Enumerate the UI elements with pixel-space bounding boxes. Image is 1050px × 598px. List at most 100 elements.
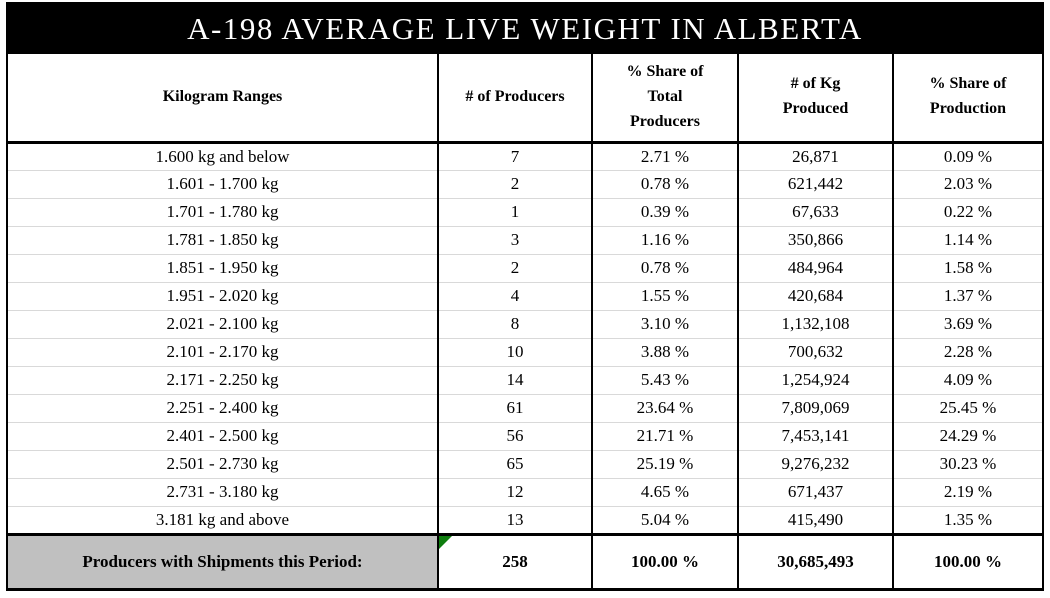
column-header-num-producers: # of Producers [437,54,592,144]
num-producers-cell: 61 [437,393,592,422]
table-row: 2.101 - 2.170 kg 10 3.88 % 700,632 2.28 % [8,337,1042,366]
num-producers-cell: 65 [437,449,592,478]
kilogram-range-cell: 1.701 - 1.780 kg [8,197,438,226]
kilogram-range-cell: 1.600 kg and below [155,146,290,166]
table-row: 1.781 - 1.850 kg 3 1.16 % 350,866 1.14 % [8,225,1042,254]
num-producers-cell: 10 [437,337,592,366]
kg-produced-cell: 700,632 [737,337,893,366]
kilogram-range-cell: 2.251 - 2.400 kg [8,393,438,422]
totals-label: Producers with Shipments this Period: [8,532,438,588]
share-total-producers-cell: 3.88 % [591,337,738,366]
share-total-producers-cell: 2.71 % [591,142,738,170]
share-total-producers-cell: 5.04 % [591,505,738,534]
num-producers-cell: 13 [437,505,592,534]
kilogram-range-cell: 2.021 - 2.100 kg [8,309,438,338]
kg-produced-cell: 7,809,069 [737,393,893,422]
kilogram-range-cell: 1.851 - 1.950 kg [8,253,438,282]
share-total-producers-cell: 21.71 % [591,421,738,450]
kg-produced-cell: 350,866 [737,225,893,254]
kg-produced-cell: 67,633 [737,197,893,226]
share-production-cell: 24.29 % [892,421,1042,450]
kg-produced-cell: 415,490 [737,505,893,534]
share-production-cell: 1.35 % [892,505,1042,534]
num-producers-cell: 2 [437,169,592,198]
kg-produced-cell: 7,453,141 [737,421,893,450]
table-body: 1.600 kg and below 7 2.71 % 26,871 0.09 % 1.6… [8,142,1042,534]
report-sheet: A-198 AVERAGE LIVE WEIGHT IN ALBERTA Kil… [6,2,1044,591]
table-row: 1.600 kg and below 7 2.71 % 26,871 0.09 % [8,142,1042,170]
table-row: 1.851 - 1.950 kg 2 0.78 % 484,964 1.58 % [8,253,1042,282]
report-title-bar: A-198 AVERAGE LIVE WEIGHT IN ALBERTA [8,4,1042,54]
kg-produced-cell: 1,254,924 [737,365,893,394]
num-producers-cell: 1 [437,197,592,226]
share-total-producers-cell: 4.65 % [591,477,738,506]
num-producers-cell: 3 [437,225,592,254]
table-row: 2.731 - 3.180 kg 12 4.65 % 671,437 2.19 % [8,477,1042,506]
num-producers-cell: 14 [437,365,592,394]
column-header-share-production: % Share of Production [892,54,1042,144]
share-production-cell: 4.09 % [892,365,1042,394]
column-header-kilogram-ranges: Kilogram Ranges [8,54,438,144]
share-total-producers-cell: 1.55 % [591,281,738,310]
cell-flag-icon [440,537,452,549]
kilogram-range-cell: 2.101 - 2.170 kg [8,337,438,366]
table-row: 1.601 - 1.700 kg 2 0.78 % 621,442 2.03 % [8,169,1042,198]
kilogram-range-cell: 3.181 kg and above [8,505,438,534]
kg-produced-cell: 1,132,108 [737,309,893,338]
table-row: 2.501 - 2.730 kg 65 25.19 % 9,276,232 30.23 … [8,449,1042,478]
kg-produced-cell: 671,437 [737,477,893,506]
table-header: Kilogram Ranges # of Producers % Share o… [8,54,1042,144]
num-producers-cell: 7 [437,142,592,170]
totals-row: Producers with Shipments this Period: 25… [8,532,1042,588]
share-production-cell: 2.28 % [892,337,1042,366]
kilogram-range-cell: 1.781 - 1.850 kg [8,225,438,254]
share-total-producers-cell: 23.64 % [591,393,738,422]
kilogram-range-cell: 1.601 - 1.700 kg [8,169,438,198]
table-row: 3.181 kg and above 13 5.04 % 415,490 1.35 % [8,505,1042,534]
share-production-cell: 2.03 % [892,169,1042,198]
num-producers-cell: 2 [437,253,592,282]
share-total-producers-cell: 1.16 % [591,225,738,254]
share-total-producers-cell: 5.43 % [591,365,738,394]
kg-produced-cell: 9,276,232 [737,449,893,478]
table-row: 2.171 - 2.250 kg 14 5.43 % 1,254,924 4.09 % [8,365,1042,394]
table-row: 2.401 - 2.500 kg 56 21.71 % 7,453,141 24.29 … [8,421,1042,450]
total-producers-share-cell: 100.00 % [591,532,738,588]
kilogram-range-cell: 2.401 - 2.500 kg [8,421,438,450]
table-row: 2.021 - 2.100 kg 8 3.10 % 1,132,108 3.69 % [8,309,1042,338]
share-production-cell: 1.14 % [892,225,1042,254]
share-total-producers-cell: 0.39 % [591,197,738,226]
column-header-kg-produced: # of Kg Produced [737,54,893,144]
kilogram-range-cell: 1.951 - 2.020 kg [8,281,438,310]
kilogram-range-cell: 2.731 - 3.180 kg [8,477,438,506]
kg-produced-cell: 621,442 [737,169,893,198]
table-row: 1.701 - 1.780 kg 1 0.39 % 67,633 0.22 % [8,197,1042,226]
share-production-cell: 3.69 % [892,309,1042,338]
table-row: 1.951 - 2.020 kg 4 1.55 % 420,684 1.37 % [8,281,1042,310]
share-production-cell: 1.58 % [892,253,1042,282]
share-total-producers-cell: 0.78 % [591,169,738,198]
total-producers-cell: 258 [437,532,592,588]
kilogram-range-cell: 2.171 - 2.250 kg [8,365,438,394]
column-header-share-total-producers: % Share of Total Producers [591,54,738,144]
num-producers-cell: 56 [437,421,592,450]
table-footer: Producers with Shipments this Period: 25… [8,532,1042,588]
share-production-cell: 25.45 % [892,393,1042,422]
share-production-cell: 2.19 % [892,477,1042,506]
share-production-cell: 30.23 % [892,449,1042,478]
num-producers-cell: 8 [437,309,592,338]
kg-produced-cell: 26,871 [737,142,893,170]
total-producers-value: 258 [502,551,528,571]
share-production-cell: 1.37 % [892,281,1042,310]
kg-produced-cell: 484,964 [737,253,893,282]
share-total-producers-cell: 25.19 % [591,449,738,478]
num-producers-cell: 4 [437,281,592,310]
page-title: A-198 AVERAGE LIVE WEIGHT IN ALBERTA [187,11,863,46]
num-producers-cell: 12 [437,477,592,506]
kilogram-range-cell: 2.501 - 2.730 kg [8,449,438,478]
total-production-share-cell: 100.00 % [892,532,1042,588]
share-production-cell: 0.09 % [892,142,1042,170]
share-total-producers-cell: 0.78 % [591,253,738,282]
share-total-producers-cell: 3.10 % [591,309,738,338]
total-kg-produced-cell: 30,685,493 [737,532,893,588]
